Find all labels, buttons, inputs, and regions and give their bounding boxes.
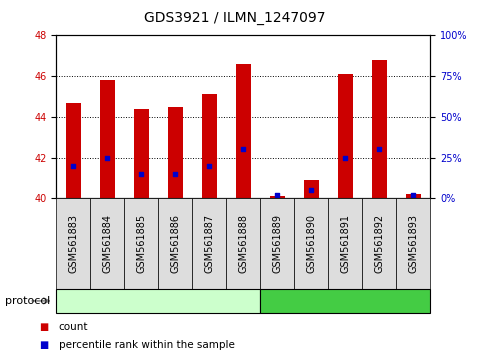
Bar	[100, 80, 115, 198]
Text: GSM561889: GSM561889	[272, 214, 282, 273]
Text: GSM561888: GSM561888	[238, 214, 248, 273]
Bar	[405, 194, 420, 198]
Text: microbiota depleted: microbiota depleted	[288, 296, 401, 306]
Text: ■: ■	[39, 340, 48, 350]
Point	[171, 171, 179, 177]
Point	[103, 155, 111, 160]
Text: percentile rank within the sample: percentile rank within the sample	[59, 340, 234, 350]
Text: GSM561883: GSM561883	[68, 214, 78, 273]
Point	[375, 147, 383, 152]
Bar	[133, 109, 149, 198]
Point	[239, 147, 246, 152]
Text: protocol: protocol	[5, 296, 50, 306]
Text: GSM561893: GSM561893	[407, 214, 417, 273]
Bar	[235, 64, 250, 198]
Text: GDS3921 / ILMN_1247097: GDS3921 / ILMN_1247097	[143, 11, 325, 25]
Text: GSM561885: GSM561885	[136, 214, 146, 273]
Text: count: count	[59, 322, 88, 332]
Point	[205, 163, 213, 169]
Text: GSM561887: GSM561887	[204, 214, 214, 273]
Text: GSM561891: GSM561891	[340, 214, 349, 273]
Text: GSM561890: GSM561890	[305, 214, 316, 273]
Point	[408, 192, 416, 198]
Text: GSM561886: GSM561886	[170, 214, 180, 273]
Bar	[65, 103, 81, 198]
Point	[69, 163, 77, 169]
Point	[137, 171, 145, 177]
Text: GSM561884: GSM561884	[102, 214, 112, 273]
Bar	[303, 180, 318, 198]
Bar	[269, 196, 285, 198]
Point	[307, 187, 315, 193]
Bar	[201, 95, 217, 198]
Bar	[337, 74, 352, 198]
Bar	[371, 60, 386, 198]
Text: GSM561892: GSM561892	[373, 214, 384, 273]
Point	[273, 192, 281, 198]
Point	[341, 155, 348, 160]
Text: ■: ■	[39, 322, 48, 332]
Bar	[167, 107, 183, 198]
Text: control: control	[139, 296, 177, 306]
